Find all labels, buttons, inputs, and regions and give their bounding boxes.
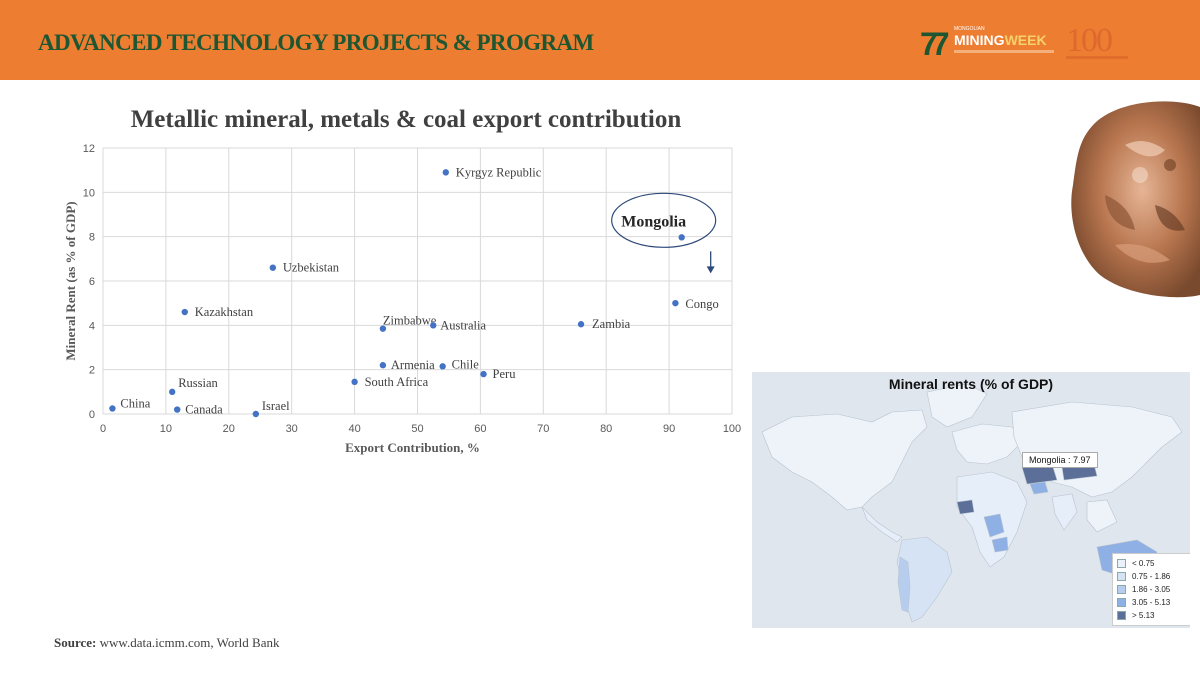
point-label: Chile bbox=[452, 357, 480, 371]
logo-main-text: MININGWEEK bbox=[954, 32, 1047, 48]
point-label: Kyrgyz Republic bbox=[456, 165, 542, 179]
map-chile-peru bbox=[897, 556, 911, 613]
header-bar: ADVANCED TECHNOLOGY PROJECTS & PROGRAM 7… bbox=[0, 0, 1200, 80]
legend-item: > 5.13 bbox=[1117, 609, 1187, 622]
data-point bbox=[379, 362, 387, 369]
map-title: Mineral rents (% of GDP) bbox=[888, 376, 1054, 392]
highlight-arrowhead bbox=[706, 266, 715, 274]
map-greenland bbox=[926, 383, 988, 428]
y-tick-label: 12 bbox=[83, 143, 95, 155]
legend-item: 3.05 - 5.13 bbox=[1117, 596, 1187, 609]
data-point bbox=[168, 388, 176, 396]
x-tick-label: 90 bbox=[663, 423, 675, 435]
x-tick-label: 50 bbox=[411, 423, 423, 435]
x-axis-label: Export Contribution, % bbox=[345, 440, 480, 455]
legend-item: 1.86 - 3.05 bbox=[1117, 583, 1187, 596]
point-label: Kazakhstan bbox=[195, 305, 254, 319]
x-tick-label: 0 bbox=[100, 423, 106, 435]
mining-week-logo: 77 MONGOLIAN MININGWEEK bbox=[920, 24, 1060, 62]
logo-mark-icon: 77 bbox=[920, 26, 949, 62]
point-label: Russian bbox=[178, 376, 218, 390]
data-point bbox=[439, 363, 446, 370]
y-tick-label: 10 bbox=[83, 187, 95, 199]
point-label-highlight: Mongolia bbox=[621, 213, 686, 230]
page-title: ADVANCED TECHNOLOGY PROJECTS & PROGRAM bbox=[38, 30, 594, 55]
data-point bbox=[181, 308, 188, 316]
map-north-america bbox=[761, 409, 928, 511]
data-point bbox=[269, 264, 277, 271]
y-tick-label: 6 bbox=[89, 276, 95, 288]
copper-ore-image bbox=[1071, 101, 1200, 298]
highlight-ellipse bbox=[611, 192, 717, 248]
x-tick-label: 10 bbox=[160, 423, 172, 435]
chart-title: Metallic mineral, metals & coal export c… bbox=[130, 106, 682, 133]
y-tick-label: 8 bbox=[89, 232, 95, 244]
legend-swatch bbox=[1117, 559, 1126, 568]
x-tick-label: 100 bbox=[723, 423, 741, 435]
world-map bbox=[752, 372, 1190, 628]
map-europe bbox=[951, 423, 1023, 465]
data-point bbox=[252, 410, 260, 418]
data-point bbox=[480, 370, 487, 378]
x-tick-label: 60 bbox=[474, 423, 486, 435]
x-tick-label: 40 bbox=[348, 423, 360, 435]
point-label: Zimbabwe bbox=[383, 314, 437, 328]
map-congo bbox=[983, 513, 1005, 538]
legend-swatch bbox=[1117, 598, 1126, 607]
source-label: Source: bbox=[54, 635, 97, 650]
data-point bbox=[430, 322, 437, 329]
data-point bbox=[351, 378, 358, 386]
data-point bbox=[577, 321, 585, 328]
logo-underline bbox=[954, 50, 1054, 53]
y-tick-label: 0 bbox=[89, 409, 95, 421]
legend-item: 0.75 - 1.86 bbox=[1117, 570, 1187, 583]
point-label: Uzbekistan bbox=[283, 261, 340, 275]
map-west-africa bbox=[956, 499, 975, 515]
data-point bbox=[109, 405, 116, 412]
x-tick-label: 20 bbox=[223, 423, 235, 435]
data-point bbox=[379, 325, 387, 332]
source-text: www.data.icmm.com, World Bank bbox=[96, 635, 280, 650]
data-point bbox=[174, 406, 181, 413]
legend-item: < 0.75 bbox=[1117, 557, 1187, 570]
map-legend: < 0.75 0.75 - 1.86 1.86 - 3.05 3.05 - 5.… bbox=[1112, 553, 1190, 626]
scatter-chart: 0 2 4 6 8 10 12 0 10 20 30 40 50 60 70 80 90 100 Export Co… bbox=[63, 143, 741, 455]
map-uzbekistan bbox=[1029, 481, 1049, 495]
x-tick-label: 80 bbox=[600, 423, 612, 435]
y-tick-label: 4 bbox=[89, 320, 95, 332]
x-tick-label: 70 bbox=[537, 423, 549, 435]
legend-swatch bbox=[1117, 611, 1126, 620]
anniversary-number: 100 bbox=[1066, 22, 1113, 59]
point-label: Australia bbox=[440, 318, 486, 332]
point-label: Peru bbox=[493, 367, 517, 381]
point-label: Armenia bbox=[391, 358, 435, 372]
point-label: China bbox=[120, 396, 150, 410]
data-point bbox=[672, 299, 679, 307]
map-southeast-asia bbox=[1086, 499, 1118, 533]
data-point bbox=[442, 169, 450, 176]
legend-swatch bbox=[1117, 585, 1126, 594]
data-point bbox=[678, 234, 685, 241]
point-label: Congo bbox=[685, 297, 718, 311]
anniversary-logo: 100 bbox=[1064, 22, 1130, 66]
legend-swatch bbox=[1117, 572, 1126, 581]
point-label: Israel bbox=[262, 399, 290, 413]
map-zambia bbox=[991, 536, 1009, 553]
world-map-panel: Mineral rents (% of GDP) Mongolia : 7.97… bbox=[752, 372, 1190, 628]
point-label: South Africa bbox=[365, 375, 429, 389]
anniversary-underline bbox=[1066, 56, 1128, 59]
map-tooltip: Mongolia : 7.97 bbox=[1022, 452, 1098, 468]
logo-small-text: MONGOLIAN bbox=[954, 26, 985, 32]
map-central-america bbox=[861, 506, 903, 543]
map-india bbox=[1051, 493, 1078, 531]
y-tick-label: 2 bbox=[89, 365, 95, 377]
point-label: Canada bbox=[185, 403, 223, 417]
x-tick-label: 30 bbox=[286, 423, 298, 435]
source-note: Source: www.data.icmm.com, World Bank bbox=[54, 635, 279, 651]
y-axis-label: Mineral Rent (as % of GDP) bbox=[63, 201, 78, 360]
point-label: Zambia bbox=[592, 317, 631, 331]
